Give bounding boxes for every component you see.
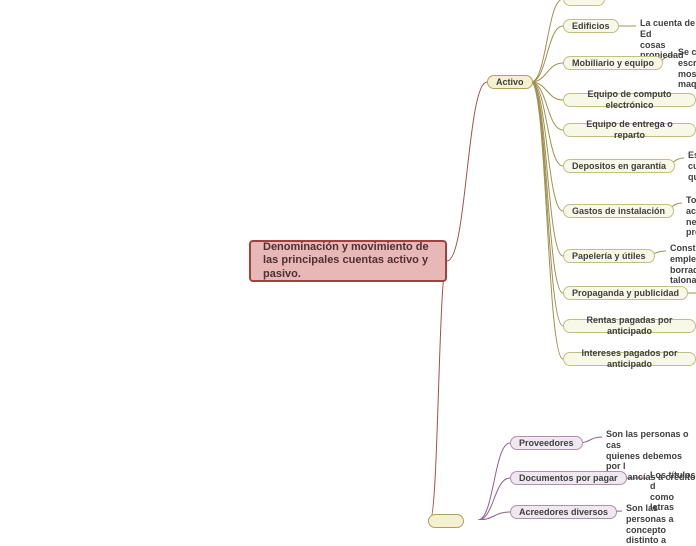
node-description: Toaconepre [686,195,696,238]
root-node: Denominación y movimiento de las princip… [249,240,447,282]
mindmap-node: Equipo de computo electrónico [563,93,696,107]
mindmap-node-partial [428,514,464,528]
node-description: Constitemplezborradtalonar [670,243,696,286]
mindmap-node: Rentas pagadas por anticipado [563,319,696,333]
mindmap-node: Activo [487,75,533,89]
mindmap-node: Papelería y útiles [563,249,655,263]
mindmap-node-partial [563,0,605,6]
node-description: Son las personas aconcepto distinto a [626,503,696,546]
mindmap-node: Documentos por pagar [510,471,627,485]
mindmap-node: Mobiliario y equipo [563,56,663,70]
node-description: Se coescrimostmaqu [678,47,696,90]
mindmap-node: Propaganda y publicidad [563,286,688,300]
mindmap-node: Gastos de instalación [563,204,674,218]
mindmap-node: Equipo de entrega o reparto [563,123,696,137]
mindmap-node: Acreedores diversos [510,505,617,519]
mindmap-node: Intereses pagados por anticipado [563,352,696,366]
mindmap-node: Edificios [563,19,619,33]
node-description: Escuqu [688,150,696,182]
mindmap-node: Depositos en garantía [563,159,675,173]
mindmap-node: Proveedores [510,436,583,450]
